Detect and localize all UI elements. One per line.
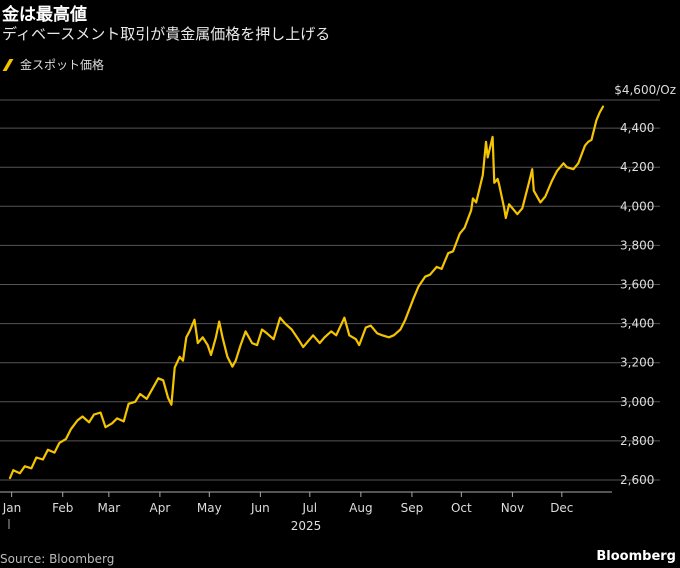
x-tick-label: Aug xyxy=(349,501,372,515)
series-line xyxy=(8,105,605,480)
grid-lines xyxy=(0,99,660,493)
y-tick-label: 4,000 xyxy=(620,199,654,213)
y-tick-label: 4,200 xyxy=(620,160,654,174)
x-tick-label: Sep xyxy=(401,501,424,515)
x-tick-label: Dec xyxy=(550,501,573,515)
series-layer xyxy=(8,105,605,480)
x-tick-label: Jan xyxy=(2,501,22,515)
x-tick-label: Jun xyxy=(250,501,270,515)
legend-label: 金スポット価格 xyxy=(20,58,105,72)
x-tick-label: Oct xyxy=(451,501,472,515)
chart-title: 金は最高値 xyxy=(2,5,87,25)
source-note: Source: Bloomberg xyxy=(0,552,115,566)
y-tick-label: 2,800 xyxy=(620,434,654,448)
y-tick-label: 3,400 xyxy=(620,317,654,331)
legend: 金スポット価格 xyxy=(2,56,105,73)
y-unit-label: $4,600/Oz xyxy=(614,83,676,97)
y-tick-label: 3,800 xyxy=(620,238,654,252)
chart-subtitle: ディベースメント取引が貴金属価格を押し上げる xyxy=(2,25,331,43)
y-tick-label: 3,200 xyxy=(620,356,654,370)
y-tick-label: 3,000 xyxy=(620,395,654,409)
x-tick-label: Jul xyxy=(302,501,317,515)
year-label: 2025 xyxy=(291,519,322,533)
x-tick-label: Apr xyxy=(150,501,171,515)
y-tick-label: 4,400 xyxy=(620,121,654,135)
x-tick-label: May xyxy=(197,501,222,515)
y-axis-labels: $4,600/Oz 2,600 2,800 3,000 3,200 3,400 3,600 3… xyxy=(614,83,676,487)
y-tick-label: 2,600 xyxy=(620,473,654,487)
bloomberg-logo: Bloomberg xyxy=(596,549,676,564)
x-tick-label: Nov xyxy=(501,501,524,515)
x-tick-label: Feb xyxy=(52,501,73,515)
y-tick-label: 3,600 xyxy=(620,278,654,292)
x-tick-label: Mar xyxy=(98,501,121,515)
x-axis-labels: Jan Feb Mar Apr May Jun Jul Aug Sep Oct Nov Dec 2025 xyxy=(2,492,573,533)
